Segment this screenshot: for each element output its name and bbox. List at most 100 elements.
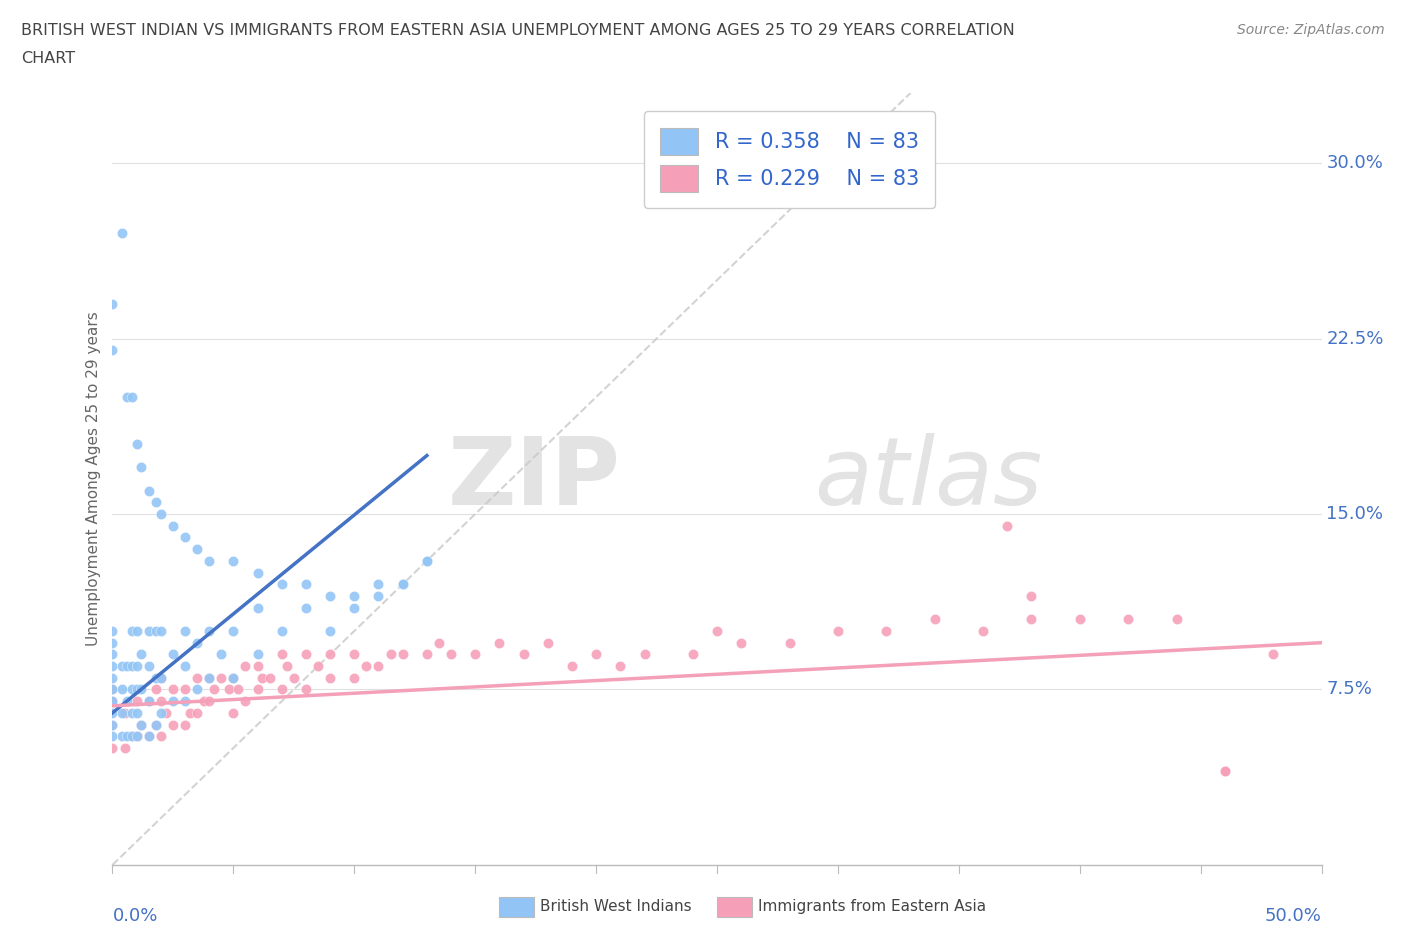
Point xyxy=(125,658,148,673)
Point xyxy=(101,635,124,650)
Point xyxy=(155,706,177,721)
Point xyxy=(186,541,208,556)
Point xyxy=(391,577,413,591)
Point xyxy=(561,658,583,673)
Point xyxy=(218,682,240,697)
Point xyxy=(174,717,197,732)
Point xyxy=(1116,612,1139,627)
Point xyxy=(827,623,849,638)
Point xyxy=(101,647,124,662)
Point xyxy=(235,658,257,673)
Point xyxy=(226,682,249,697)
Point xyxy=(1213,764,1236,778)
Point xyxy=(537,635,560,650)
Point xyxy=(307,658,329,673)
Point xyxy=(145,717,167,732)
Point xyxy=(121,706,143,721)
Point xyxy=(125,436,148,451)
Point xyxy=(585,647,607,662)
Point xyxy=(174,658,197,673)
Text: 22.5%: 22.5% xyxy=(1326,329,1384,348)
Point xyxy=(295,647,318,662)
Text: BRITISH WEST INDIAN VS IMMIGRANTS FROM EASTERN ASIA UNEMPLOYMENT AMONG AGES 25 T: BRITISH WEST INDIAN VS IMMIGRANTS FROM E… xyxy=(21,23,1015,38)
Point xyxy=(149,507,172,522)
Point xyxy=(609,658,631,673)
Point xyxy=(101,296,124,311)
Point xyxy=(111,658,134,673)
Point xyxy=(319,647,342,662)
Point xyxy=(730,635,752,650)
Point xyxy=(246,565,269,580)
Point xyxy=(179,706,201,721)
Point xyxy=(319,671,342,685)
Point xyxy=(131,717,153,732)
Point xyxy=(162,717,184,732)
Point xyxy=(1166,612,1188,627)
Text: Immigrants from Eastern Asia: Immigrants from Eastern Asia xyxy=(758,899,986,914)
Point xyxy=(276,658,298,673)
Point xyxy=(101,740,124,755)
Point xyxy=(246,600,269,615)
Point xyxy=(343,600,366,615)
Point xyxy=(174,530,197,545)
Point xyxy=(101,729,124,744)
Point xyxy=(1263,647,1285,662)
Point xyxy=(222,553,245,568)
Point xyxy=(145,623,167,638)
Point xyxy=(995,518,1018,533)
Point xyxy=(295,577,318,591)
Point xyxy=(209,671,232,685)
Point xyxy=(198,623,221,638)
Point xyxy=(101,623,124,638)
Point xyxy=(209,647,232,662)
Text: CHART: CHART xyxy=(21,51,75,66)
Point xyxy=(138,729,160,744)
Point xyxy=(512,647,534,662)
Point xyxy=(131,647,153,662)
Point xyxy=(464,647,486,662)
Point xyxy=(174,623,197,638)
Point xyxy=(149,671,172,685)
Text: ZIP: ZIP xyxy=(447,433,620,525)
Text: British West Indians: British West Indians xyxy=(540,899,692,914)
Point xyxy=(131,682,153,697)
Point xyxy=(972,623,994,638)
Point xyxy=(391,577,413,591)
Point xyxy=(222,671,245,685)
Point xyxy=(779,635,801,650)
Point xyxy=(114,740,136,755)
Point xyxy=(121,682,143,697)
Point xyxy=(138,729,160,744)
Point xyxy=(162,518,184,533)
Point xyxy=(633,647,655,662)
Point xyxy=(121,390,143,405)
Point xyxy=(101,343,124,358)
Point xyxy=(138,694,160,709)
Point xyxy=(252,671,274,685)
Y-axis label: Unemployment Among Ages 25 to 29 years: Unemployment Among Ages 25 to 29 years xyxy=(86,312,101,646)
Text: 7.5%: 7.5% xyxy=(1326,681,1372,698)
Point xyxy=(101,694,124,709)
Point xyxy=(222,623,245,638)
Point xyxy=(145,717,167,732)
Legend: R = 0.358    N = 83, R = 0.229    N = 83: R = 0.358 N = 83, R = 0.229 N = 83 xyxy=(644,112,935,208)
Point xyxy=(125,706,148,721)
Point xyxy=(174,694,197,709)
Point xyxy=(246,682,269,697)
Point xyxy=(101,706,124,721)
Point xyxy=(270,647,292,662)
Point xyxy=(162,647,184,662)
Point xyxy=(131,717,153,732)
Point xyxy=(101,682,124,697)
Point xyxy=(295,600,318,615)
Point xyxy=(186,635,208,650)
Point xyxy=(427,635,450,650)
Point xyxy=(198,671,221,685)
Point xyxy=(367,658,389,673)
Point xyxy=(101,671,124,685)
Point xyxy=(101,717,124,732)
Point xyxy=(924,612,946,627)
Point xyxy=(138,658,160,673)
Point xyxy=(193,694,215,709)
Point xyxy=(186,706,208,721)
